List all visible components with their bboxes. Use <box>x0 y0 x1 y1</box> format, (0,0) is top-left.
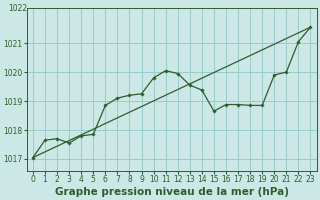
X-axis label: Graphe pression niveau de la mer (hPa): Graphe pression niveau de la mer (hPa) <box>55 187 289 197</box>
Text: 1022: 1022 <box>8 4 27 13</box>
